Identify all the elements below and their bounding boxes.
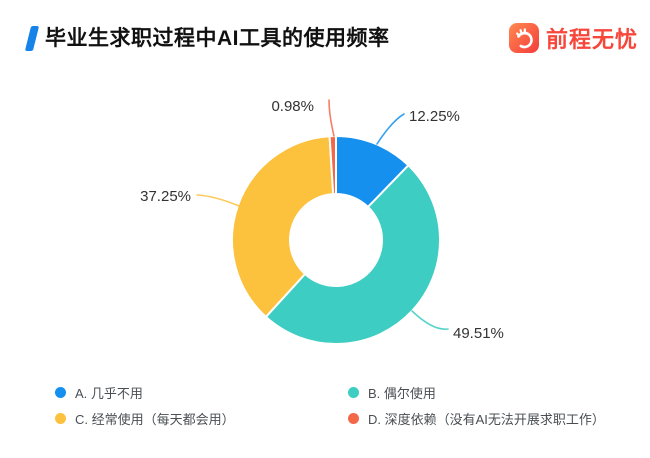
legend-label-c: C. 经常使用（每天都会用）	[75, 412, 235, 427]
page-title: 毕业生求职过程中AI工具的使用频率	[45, 27, 390, 50]
label-line-b	[411, 310, 449, 330]
legend-item-c[interactable]: C. 经常使用（每天都会用）	[55, 409, 346, 428]
brand-logo: 前程无忧	[508, 22, 638, 54]
label-line-a	[376, 113, 405, 145]
legend-item-a[interactable]: A. 几乎不用	[55, 383, 346, 402]
slice-d[interactable]	[328, 135, 337, 196]
legend-dot-d	[348, 413, 359, 424]
legend-item-b[interactable]: B. 偶尔使用	[348, 383, 630, 402]
hand-ok-icon	[508, 23, 539, 53]
slice-value-label-c: 37.25%	[140, 188, 191, 205]
slice-value-label-d: 0.98%	[271, 98, 314, 115]
slice-value-label-b: 49.51%	[453, 325, 504, 342]
legend-label-a: A. 几乎不用	[75, 386, 143, 401]
label-line-c	[196, 194, 240, 207]
legend-dot-c	[55, 413, 66, 424]
slice-b[interactable]	[264, 164, 441, 345]
label-line-d	[328, 99, 335, 137]
chart-legend: A. 几乎不用 B. 偶尔使用 C. 经常使用（每天都会用） D. 深度依赖（没有AI…	[55, 383, 630, 428]
legend-item-d[interactable]: D. 深度依赖（没有AI无法开展求职工作）	[348, 409, 630, 428]
brand-name: 前程无忧	[545, 27, 638, 52]
legend-dot-b	[348, 387, 359, 398]
legend-label-b: B. 偶尔使用	[368, 386, 436, 401]
legend-label-d: D. 深度依赖（没有AI无法开展求职工作）	[368, 412, 605, 427]
header: 毕业生求职过程中AI工具的使用频率	[24, 26, 390, 52]
slice-c[interactable]	[231, 135, 335, 318]
legend-dot-a	[55, 387, 66, 398]
slice-value-label-a: 12.25%	[409, 108, 460, 125]
